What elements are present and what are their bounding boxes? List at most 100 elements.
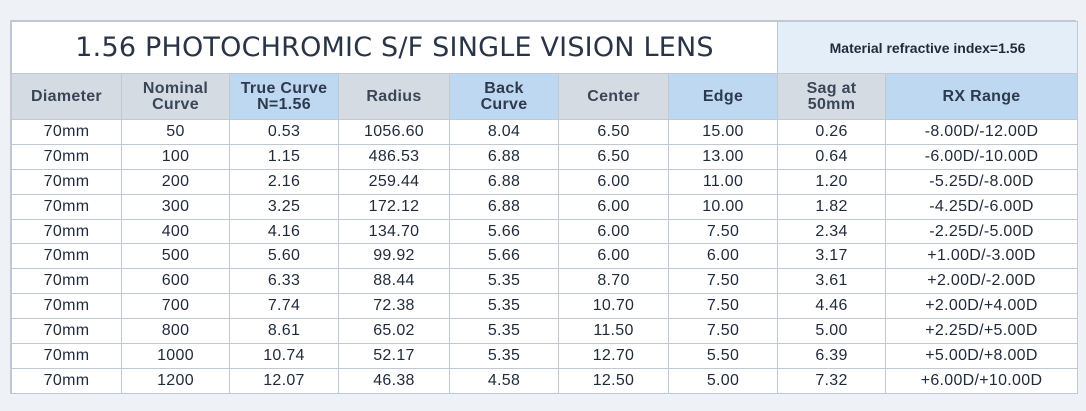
header-true-curve: True Curve N=1.56 xyxy=(229,73,339,120)
cell-radius: 1056.60 xyxy=(338,119,450,145)
cell-true-curve: 4.16 xyxy=(229,218,339,245)
lens-spec-table: 1.56 PHOTOCHROMIC S/F SINGLE VISION LENS… xyxy=(11,21,1079,394)
cell-sag: 5.00 xyxy=(777,318,886,345)
title-row: 1.56 PHOTOCHROMIC S/F SINGLE VISION LENS… xyxy=(11,21,1079,74)
cell-center: 10.70 xyxy=(558,293,669,320)
cell-true-curve: 2.16 xyxy=(229,168,339,195)
cell-center: 8.70 xyxy=(558,268,669,295)
cell-true-curve: 3.25 xyxy=(229,193,339,220)
table-row: 70mm 100 1.15 486.53 6.88 6.50 13.00 0.6… xyxy=(11,143,1079,170)
table-row: 70mm 800 8.61 65.02 5.35 11.50 7.50 5.00… xyxy=(11,318,1079,345)
cell-back-curve: 5.66 xyxy=(449,218,559,245)
cell-edge: 10.00 xyxy=(668,193,778,220)
cell-back-curve: 5.35 xyxy=(449,268,559,295)
table-row: 70mm 1200 12.07 46.38 4.58 12.50 5.00 7.… xyxy=(11,367,1079,394)
cell-rx-range: +2.00D/+4.00D xyxy=(884,293,1079,320)
cell-diameter: 70mm xyxy=(11,367,122,394)
cell-center: 12.50 xyxy=(558,367,669,394)
cell-back-curve: 5.35 xyxy=(449,343,559,369)
cell-radius: 259.44 xyxy=(338,168,450,195)
header-diameter: Diameter xyxy=(11,73,122,120)
cell-true-curve: 12.07 xyxy=(229,367,339,394)
cell-true-curve: 6.33 xyxy=(229,268,339,295)
table-row: 70mm 700 7.74 72.38 5.35 10.70 7.50 4.46… xyxy=(11,293,1079,320)
cell-diameter: 70mm xyxy=(11,343,122,369)
cell-sag: 0.64 xyxy=(777,143,886,170)
cell-rx-range: -6.00D/-10.00D xyxy=(884,143,1079,170)
cell-sag: 4.46 xyxy=(777,293,886,320)
header-radius: Radius xyxy=(338,73,450,120)
cell-radius: 46.38 xyxy=(338,367,450,394)
header-sag: Sag at 50mm xyxy=(777,73,886,120)
table-row: 70mm 600 6.33 88.44 5.35 8.70 7.50 3.61 … xyxy=(11,268,1079,295)
cell-diameter: 70mm xyxy=(11,143,122,170)
cell-back-curve: 6.88 xyxy=(449,193,559,220)
cell-back-curve: 8.04 xyxy=(449,119,559,145)
header-center: Center xyxy=(558,73,669,120)
table-body: 70mm 50 0.53 1056.60 8.04 6.50 15.00 0.2… xyxy=(11,119,1079,394)
cell-sag: 1.82 xyxy=(777,193,886,220)
cell-edge: 7.50 xyxy=(668,293,778,320)
cell-rx-range: -5.25D/-8.00D xyxy=(884,168,1079,195)
cell-nominal-curve: 700 xyxy=(121,293,230,320)
cell-nominal-curve: 200 xyxy=(121,168,230,195)
cell-back-curve: 4.58 xyxy=(449,367,559,394)
table-row: 70mm 50 0.53 1056.60 8.04 6.50 15.00 0.2… xyxy=(11,119,1079,145)
header-edge: Edge xyxy=(668,73,778,120)
cell-nominal-curve: 1200 xyxy=(121,367,230,394)
cell-back-curve: 5.35 xyxy=(449,293,559,320)
header-rx-range: RX Range xyxy=(884,73,1079,120)
table-row: 70mm 300 3.25 172.12 6.88 6.00 10.00 1.8… xyxy=(11,193,1079,220)
material-note: Material refractive index=1.56 xyxy=(776,21,1079,74)
cell-center: 11.50 xyxy=(558,318,669,345)
header-nominal-curve: Nominal Curve xyxy=(121,73,230,120)
cell-rx-range: +2.00D/-2.00D xyxy=(884,268,1079,295)
cell-nominal-curve: 1000 xyxy=(121,343,230,369)
cell-nominal-curve: 100 xyxy=(121,143,230,170)
table-row: 70mm 1000 10.74 52.17 5.35 12.70 5.50 6.… xyxy=(11,343,1079,369)
cell-radius: 99.92 xyxy=(338,243,450,270)
cell-radius: 88.44 xyxy=(338,268,450,295)
cell-radius: 486.53 xyxy=(338,143,450,170)
cell-rx-range: +6.00D/+10.00D xyxy=(884,367,1079,394)
cell-center: 6.50 xyxy=(558,119,669,145)
cell-sag: 1.20 xyxy=(777,168,886,195)
cell-center: 6.00 xyxy=(558,168,669,195)
cell-diameter: 70mm xyxy=(11,318,122,345)
cell-true-curve: 10.74 xyxy=(229,343,339,369)
cell-diameter: 70mm xyxy=(11,193,122,220)
cell-edge: 6.00 xyxy=(668,243,778,270)
cell-center: 6.00 xyxy=(558,243,669,270)
cell-center: 6.50 xyxy=(558,143,669,170)
cell-diameter: 70mm xyxy=(11,119,122,145)
cell-diameter: 70mm xyxy=(11,218,122,245)
cell-radius: 52.17 xyxy=(338,343,450,369)
cell-back-curve: 6.88 xyxy=(449,143,559,170)
table-row: 70mm 200 2.16 259.44 6.88 6.00 11.00 1.2… xyxy=(11,168,1079,195)
cell-center: 6.00 xyxy=(558,218,669,245)
cell-nominal-curve: 600 xyxy=(121,268,230,295)
cell-edge: 15.00 xyxy=(668,119,778,145)
cell-rx-range: +2.25D/+5.00D xyxy=(884,318,1079,345)
cell-edge: 5.00 xyxy=(668,367,778,394)
cell-sag: 7.32 xyxy=(777,367,886,394)
cell-radius: 72.38 xyxy=(338,293,450,320)
cell-radius: 172.12 xyxy=(338,193,450,220)
cell-back-curve: 5.35 xyxy=(449,318,559,345)
cell-nominal-curve: 400 xyxy=(121,218,230,245)
cell-back-curve: 5.66 xyxy=(449,243,559,270)
cell-edge: 7.50 xyxy=(668,268,778,295)
cell-true-curve: 7.74 xyxy=(229,293,339,320)
cell-edge: 13.00 xyxy=(668,143,778,170)
cell-rx-range: +5.00D/+8.00D xyxy=(884,343,1079,369)
cell-rx-range: +1.00D/-3.00D xyxy=(884,243,1079,270)
cell-edge: 7.50 xyxy=(668,318,778,345)
cell-center: 6.00 xyxy=(558,193,669,220)
lens-spec-table-container: 1.56 PHOTOCHROMIC S/F SINGLE VISION LENS… xyxy=(10,20,1079,394)
cell-diameter: 70mm xyxy=(11,268,122,295)
cell-sag: 3.17 xyxy=(777,243,886,270)
cell-edge: 7.50 xyxy=(668,218,778,245)
cell-radius: 65.02 xyxy=(338,318,450,345)
cell-center: 12.70 xyxy=(558,343,669,369)
page-title: 1.56 PHOTOCHROMIC S/F SINGLE VISION LENS xyxy=(11,21,778,74)
